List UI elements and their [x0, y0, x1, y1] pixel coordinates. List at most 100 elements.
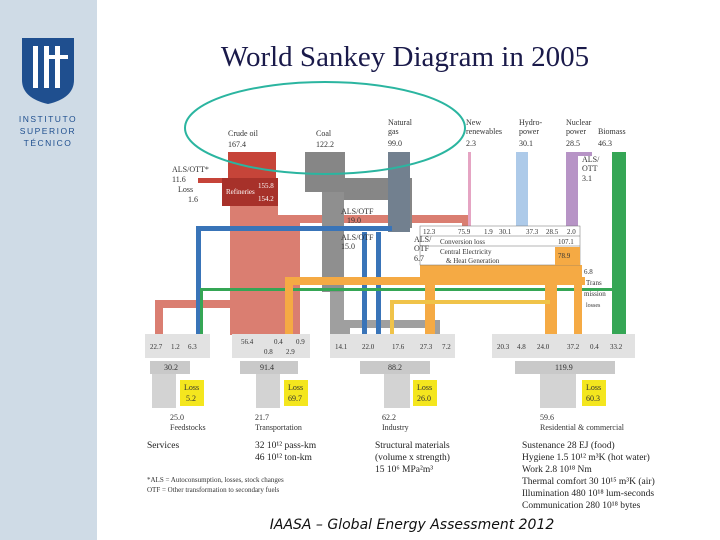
sector-input: 0.4: [590, 343, 599, 351]
source-name: gas: [388, 127, 399, 136]
transmission-label: Trans: [586, 279, 602, 287]
source-value: 122.2: [316, 140, 334, 149]
sector-input: 0.4: [274, 338, 283, 346]
als-label: OTT: [582, 164, 598, 173]
plant-label: Central Electricity: [440, 248, 492, 256]
loss-value: 60.3: [586, 394, 600, 403]
highlight-oval: [184, 81, 466, 175]
logo: [22, 38, 74, 104]
conversion-loss-label: Conversion loss: [440, 238, 485, 246]
loss-value: 26.0: [417, 394, 431, 403]
service-line: Hygiene 1.5 10¹² m³K (hot water): [522, 452, 650, 463]
refineries-input: 155.8: [258, 182, 274, 190]
loss-label: Loss: [184, 383, 199, 392]
refineries-box: [222, 178, 278, 206]
als-label: ALS/OTT*: [172, 165, 209, 174]
source-name: Natural: [388, 118, 413, 127]
conversion-input: 30.1: [499, 228, 512, 236]
crude-oil-flow: [228, 152, 276, 180]
sector-input: 24.0: [537, 343, 550, 351]
plant-label: & Heat Generation: [446, 257, 500, 265]
service-line: Work 2.8 10¹⁸ Nm: [522, 465, 592, 475]
sector-input: 2.9: [286, 348, 295, 356]
conversion-input: 37.3: [526, 228, 539, 236]
service-line: Structural materials: [375, 441, 450, 451]
footnote: OTF = Other transformation to secondary …: [147, 486, 280, 494]
sector-input: 17.6: [392, 343, 405, 351]
als-label: ALS/: [582, 155, 600, 164]
als-label: ALS/: [414, 235, 432, 244]
als-label: ALS/OTF: [341, 207, 374, 216]
sector-total: 30.2: [164, 363, 178, 372]
conversion-loss: 107.1: [558, 238, 574, 246]
sector-input: 56.4: [241, 338, 254, 346]
source-value: 99.0: [388, 139, 402, 148]
transmission-value: 6.8: [584, 268, 593, 276]
title: World Sankey Diagram in 2005: [221, 41, 589, 73]
service-line: Illumination 480 10¹⁸ lum-seconds: [522, 489, 654, 499]
output-name: Industry: [382, 423, 409, 432]
loss-label: Loss: [417, 383, 432, 392]
sector-input: 37.2: [567, 343, 580, 351]
conversion-input: 1.9: [484, 228, 493, 236]
institution-line: INSTITUTO: [19, 114, 77, 124]
plant-value: 78.9: [558, 252, 571, 260]
transmission-label: mission: [584, 290, 606, 298]
sector-total: 91.4: [260, 363, 274, 372]
output-value: 21.7: [255, 413, 269, 422]
sector-boxes: [145, 334, 635, 408]
source-value: 2.3: [466, 139, 476, 148]
source-name: renewables: [466, 127, 502, 136]
conversion-input: 28.5: [546, 228, 559, 236]
source-name: New: [466, 118, 481, 127]
service-line: (volume x strength): [375, 452, 450, 463]
als-label: ALS/OTF: [341, 233, 374, 242]
source-value: 28.5: [566, 139, 580, 148]
sector-input: 0.8: [264, 348, 273, 356]
als-value: 3.1: [582, 174, 592, 183]
source-name: Biomass: [598, 127, 626, 136]
source-value: 167.4: [228, 140, 246, 149]
footer: IAASA – Global Energy Assessment 2012: [270, 517, 555, 533]
biomass-flow: [612, 152, 626, 335]
footnote: *ALS = Autoconsumption, losses, stock ch…: [147, 476, 284, 484]
als-value: 1.6: [188, 195, 198, 204]
sector-input: 4.8: [517, 343, 526, 351]
service-line: 46 10¹² ton-km: [255, 453, 312, 463]
loss-value: 5.2: [186, 394, 196, 403]
output-name: Transportation: [255, 423, 302, 432]
service-line: 32 10¹² pass-km: [255, 441, 317, 451]
sector-input: 0.9: [296, 338, 305, 346]
service-line: Sustenance 28 EJ (food): [522, 440, 615, 451]
conversion-input: 12.3: [423, 228, 436, 236]
source-name: power: [566, 127, 586, 136]
sector-input: 7.2: [442, 343, 451, 351]
als-label: Loss: [178, 185, 193, 194]
source-name: Nuclear: [566, 118, 592, 127]
service-line: 15 10⁶ MPa²m³: [375, 465, 433, 475]
als-label: OTF: [414, 244, 430, 253]
source-value: 30.1: [519, 139, 533, 148]
refineries-label: Refineries: [226, 188, 255, 196]
loss-value: 69.7: [288, 394, 302, 403]
sector-input: 6.3: [188, 343, 197, 351]
output-value: 59.6: [540, 413, 554, 422]
sector-input: 20.3: [497, 343, 510, 351]
sector-input: 33.2: [610, 343, 623, 351]
refineries-output: 154.2: [258, 195, 274, 203]
conversion-input: 75.9: [458, 228, 471, 236]
output-name: Feedstocks: [170, 423, 206, 432]
sector-input: 27.3: [420, 343, 433, 351]
source-value: 46.3: [598, 139, 612, 148]
loss-label: Loss: [288, 383, 303, 392]
source-name: Hydro-: [519, 118, 542, 127]
gas-flow: [388, 152, 410, 232]
output-name: Residential & commercial: [540, 423, 625, 432]
institution-line: TÉCNICO: [24, 138, 73, 148]
service-line: Thermal comfort 30 10¹⁵ m³K (air): [522, 476, 655, 487]
institution-line: SUPERIOR: [20, 126, 76, 136]
source-name: Coal: [316, 129, 332, 138]
output-value: 25.0: [170, 413, 184, 422]
services-label: Services: [147, 441, 179, 451]
